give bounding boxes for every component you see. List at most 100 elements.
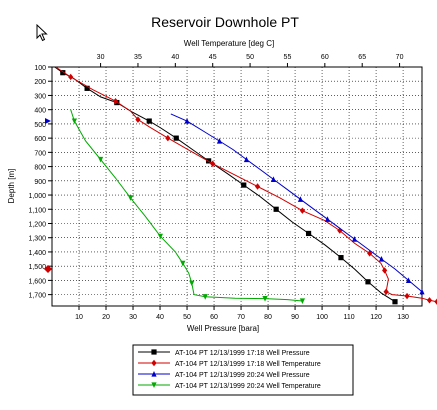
data-point xyxy=(202,294,208,300)
data-point xyxy=(434,298,437,305)
arrow-cursor-icon xyxy=(36,24,48,42)
bottom-tick-label: 70 xyxy=(237,314,245,321)
grid xyxy=(52,66,422,306)
data-point xyxy=(297,196,304,202)
y-axis-label: Depth [m] xyxy=(7,169,16,204)
legend-entry: AT-104 PT 12/13/1999 17:18 Well Pressure xyxy=(175,350,310,357)
data-point xyxy=(71,118,78,125)
data-point xyxy=(273,206,279,212)
legend-marker xyxy=(151,371,157,377)
bottom-tick-label: 20 xyxy=(102,314,110,321)
side-markers xyxy=(44,118,52,274)
legend: AT-104 PT 12/13/1999 17:18 Well Pressure… xyxy=(132,344,354,396)
chart-title: Reservoir Downhole PT xyxy=(151,14,299,30)
series-2 xyxy=(55,66,437,305)
data-point xyxy=(127,195,134,201)
data-point xyxy=(97,156,104,163)
data-point xyxy=(146,118,152,124)
plot-frame xyxy=(51,66,423,307)
axes: 100 200 300 400 500 600 700 800 900 1,000 1,100 1,2… xyxy=(28,54,409,321)
top-tick-label: 55 xyxy=(284,54,292,61)
data-point xyxy=(270,176,277,182)
y-tick-label: 400 xyxy=(34,108,46,115)
data-point xyxy=(157,233,163,240)
y-tick-label: 600 xyxy=(34,136,46,143)
legend-marker xyxy=(151,382,157,388)
data-point xyxy=(299,207,306,214)
y-tick-label: 1,200 xyxy=(28,221,46,228)
data-point xyxy=(365,279,371,285)
data-point xyxy=(262,296,268,302)
data-point xyxy=(382,267,388,274)
data-point xyxy=(305,230,312,237)
data-point xyxy=(383,288,389,295)
y-tick-label: 1,500 xyxy=(28,264,46,271)
top-axis-label: Well Temperature [deg C] xyxy=(184,39,274,48)
data-point xyxy=(405,277,412,283)
bottom-tick-label: 30 xyxy=(129,314,137,321)
series-4 xyxy=(70,109,306,305)
data-point xyxy=(241,182,247,188)
y-tick-label: 200 xyxy=(34,79,46,86)
bottom-tick-label: 110 xyxy=(343,314,354,321)
top-tick-label: 35 xyxy=(134,54,142,61)
bottom-tick-label: 100 xyxy=(316,314,328,321)
data-point xyxy=(254,183,261,190)
y-tick-label: 900 xyxy=(34,179,46,186)
bottom-tick-label: 60 xyxy=(210,314,218,321)
data-point xyxy=(338,255,344,261)
data-point xyxy=(210,160,216,167)
legend-entry: AT-104 PT 12/13/1999 20:24 Well Pressure xyxy=(175,372,310,379)
data-point xyxy=(184,118,190,124)
series-line xyxy=(70,109,303,302)
top-tick-label: 70 xyxy=(396,54,404,61)
bottom-tick-label: 130 xyxy=(397,314,409,321)
legend-box xyxy=(132,344,354,396)
y-tick-label: 1,400 xyxy=(28,250,46,257)
data-point xyxy=(419,288,425,295)
legend-marker xyxy=(151,359,157,367)
data-point xyxy=(351,236,358,242)
top-tick-label: 50 xyxy=(246,54,254,61)
top-tick-label: 30 xyxy=(97,54,105,61)
data-point xyxy=(426,297,433,304)
y-tick-label: 300 xyxy=(34,93,46,100)
bottom-tick-label: 90 xyxy=(291,314,299,321)
y-tick-label: 1,700 xyxy=(28,293,46,300)
data-point xyxy=(112,97,119,105)
legend-entry: AT-104 PT 12/13/1999 20:24 Well Temperat… xyxy=(175,383,321,390)
data-point xyxy=(367,250,373,257)
top-tick-label: 45 xyxy=(209,54,217,61)
data-point xyxy=(173,135,179,141)
series-3 xyxy=(170,113,425,295)
legend-marker xyxy=(151,349,157,355)
data-point xyxy=(216,137,223,144)
series-line xyxy=(170,113,423,293)
data-point xyxy=(165,134,171,142)
y-tick-label: 500 xyxy=(34,122,46,129)
bottom-tick-label: 40 xyxy=(156,314,164,321)
bottom-tick-label: 50 xyxy=(183,314,191,321)
top-tick-label: 60 xyxy=(321,54,329,61)
y-tick-label: 700 xyxy=(34,150,46,157)
bottom-tick-label: 80 xyxy=(264,314,272,321)
blue-triangle-marker-icon xyxy=(45,118,51,125)
data-point xyxy=(243,156,250,163)
red-diamond-marker-icon xyxy=(44,265,52,274)
data-point xyxy=(378,256,385,262)
y-tick-label: 800 xyxy=(34,165,46,172)
series-layer xyxy=(54,66,437,305)
data-point xyxy=(299,298,306,305)
data-point xyxy=(68,73,74,81)
y-tick-label: 100 xyxy=(34,65,46,72)
data-point xyxy=(180,260,186,267)
bottom-tick-label: 120 xyxy=(370,314,382,321)
legend-entry: AT-104 PT 12/13/1999 17:18 Well Temperat… xyxy=(175,361,321,368)
y-tick-label: 1,600 xyxy=(28,278,46,285)
data-point xyxy=(60,70,66,76)
top-tick-label: 40 xyxy=(171,54,179,61)
data-point xyxy=(404,292,410,300)
data-point xyxy=(135,116,141,123)
y-tick-label: 1,100 xyxy=(28,207,46,214)
bottom-tick-label: 10 xyxy=(75,314,83,321)
